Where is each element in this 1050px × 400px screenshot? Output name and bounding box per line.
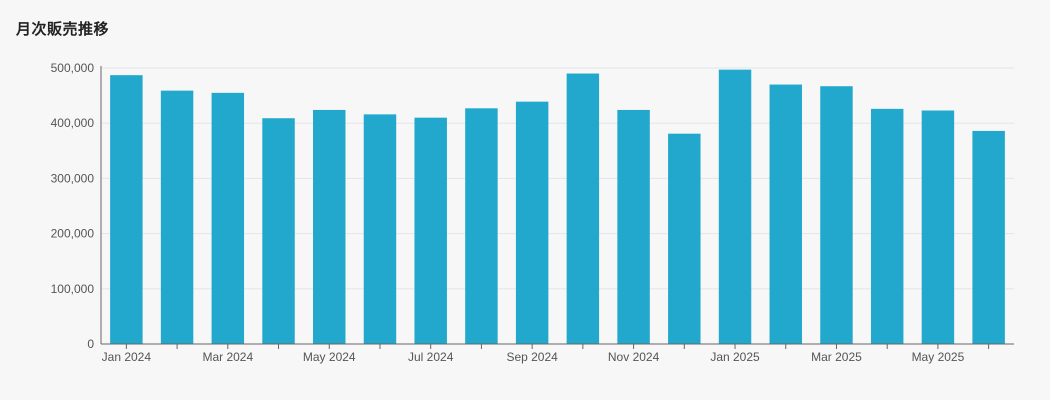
bar-mar-2024 — [211, 92, 245, 344]
y-tick-label: 100,000 — [51, 282, 95, 296]
y-tick-label: 500,000 — [51, 61, 95, 75]
x-tick-label: Mar 2024 — [202, 350, 253, 364]
bar-jan-2024 — [110, 75, 143, 345]
y-tick-label: 400,000 — [51, 116, 95, 130]
bar-mar-2025 — [820, 86, 853, 344]
bar-aug-2024 — [465, 108, 498, 345]
bar-jun-2024 — [363, 114, 397, 344]
bar-oct-2024 — [566, 73, 600, 345]
x-tick-label: Jan 2024 — [102, 350, 152, 364]
bar-dec-2024 — [668, 133, 701, 344]
bar-may-2025 — [921, 110, 955, 344]
y-tick-labels: 0 100,000 200,000 300,000 400,000 500,000 — [51, 61, 95, 351]
y-tick-label: 0 — [87, 337, 94, 351]
y-tick-label: 300,000 — [51, 171, 95, 185]
bar-feb-2025 — [769, 84, 802, 344]
grid-lines — [101, 67, 1014, 290]
x-tick-label: Jan 2025 — [710, 350, 760, 364]
x-tick-labels: Jan 2024 Mar 2024 May 2024 Jul 2024 Sep 2024… — [102, 350, 965, 364]
bar-apr-2025 — [870, 108, 904, 345]
x-tick-label: Jul 2024 — [408, 350, 454, 364]
bar-jul-2024 — [414, 117, 447, 345]
x-tick-label: Sep 2024 — [506, 350, 558, 364]
x-tick-label: May 2024 — [303, 350, 356, 364]
x-tick-label: Mar 2025 — [811, 350, 862, 364]
bar-feb-2024 — [160, 90, 194, 345]
bar-nov-2024 — [617, 109, 650, 345]
chart-title: 月次販売推移 — [16, 20, 110, 38]
bar-sep-2024 — [515, 101, 549, 344]
x-tick-label: Nov 2024 — [608, 350, 660, 364]
bars — [110, 69, 1005, 345]
bar-jan-2025 — [718, 69, 752, 344]
y-tick-label: 200,000 — [51, 227, 95, 241]
x-tick-label: May 2025 — [912, 350, 965, 364]
bar-may-2024 — [313, 109, 346, 345]
bar-apr-2024 — [262, 118, 295, 345]
bar-jun-2025 — [972, 130, 1005, 344]
axes — [100, 66, 1014, 349]
